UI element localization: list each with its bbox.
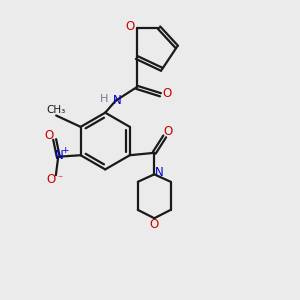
Text: O: O — [47, 173, 56, 186]
Text: O: O — [45, 129, 54, 142]
Text: O: O — [164, 124, 173, 137]
Text: O: O — [162, 87, 172, 100]
Text: N: N — [113, 94, 122, 106]
Text: N: N — [55, 149, 63, 162]
Text: O: O — [150, 218, 159, 231]
Text: N: N — [155, 166, 164, 179]
Text: ⁻: ⁻ — [57, 174, 62, 184]
Text: CH₃: CH₃ — [46, 105, 65, 115]
Text: H: H — [100, 94, 109, 104]
Text: +: + — [61, 146, 69, 154]
Text: O: O — [125, 20, 135, 33]
